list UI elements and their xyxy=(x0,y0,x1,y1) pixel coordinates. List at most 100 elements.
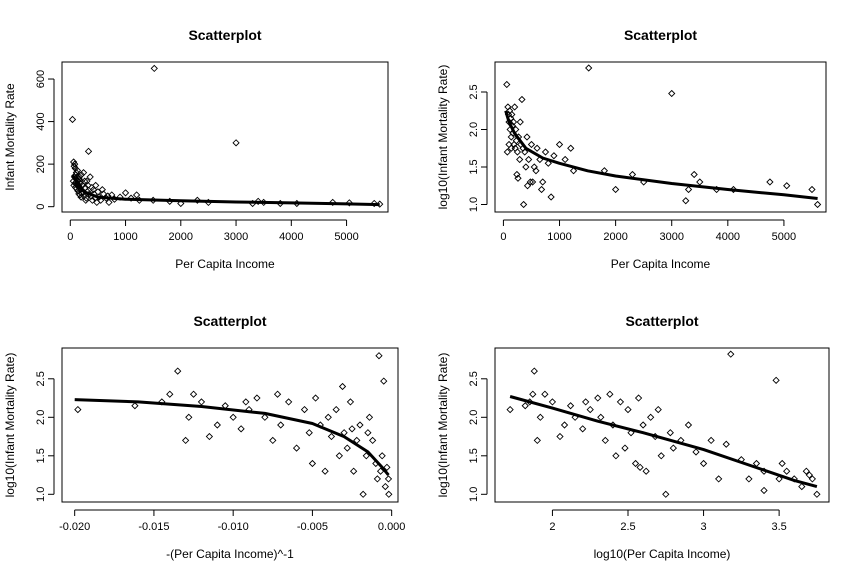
y-tick-label: 2.5 xyxy=(35,371,47,386)
data-point xyxy=(242,398,250,406)
x-tick-label: -0.020 xyxy=(59,521,90,533)
data-point xyxy=(84,181,92,190)
data-point xyxy=(516,118,524,126)
data-point xyxy=(539,178,547,186)
data-point xyxy=(722,440,730,448)
data-point xyxy=(98,186,106,194)
chart-panel-4: Scatterplot 2 2.5 3 3.5 1.0 1.5 2.0 2.5 log10(Per… xyxy=(436,313,830,561)
data-point xyxy=(561,155,569,164)
data-point xyxy=(662,490,670,498)
y-tick-label: 0 xyxy=(35,204,47,210)
data-point xyxy=(305,429,313,437)
x-tick-label: 4000 xyxy=(716,231,740,243)
data-point xyxy=(521,402,529,410)
data-point xyxy=(359,490,367,498)
data-point xyxy=(516,155,524,164)
data-point xyxy=(813,200,822,209)
chart-title: Scatterplot xyxy=(188,27,261,43)
data-point xyxy=(775,475,783,483)
data-point xyxy=(273,390,282,398)
data-point xyxy=(364,429,372,437)
data-point xyxy=(802,467,810,475)
data-point xyxy=(254,197,262,205)
chart-panel-1: Scatterplot 0 1000 2000 3000 4000 5000 0 200 400 6… xyxy=(3,27,389,271)
data-point xyxy=(715,475,723,483)
data-point xyxy=(647,413,655,421)
data-point xyxy=(513,170,521,179)
x-tick-label: 5000 xyxy=(772,231,796,243)
x-axis-label: Per Capita Income xyxy=(175,257,275,271)
data-point xyxy=(88,196,97,204)
data-point xyxy=(621,444,629,452)
data-point xyxy=(338,382,347,391)
x-tick-label: 2.5 xyxy=(620,521,635,533)
chart-panel-3: Scatterplot -0.020 -0.015 -0.010 -0.005 0.000… xyxy=(3,313,405,561)
data-point xyxy=(383,463,391,471)
data-point xyxy=(760,486,768,495)
data-point xyxy=(808,185,816,194)
data-point xyxy=(527,140,536,149)
x-axis-label: log10(Per Capita Income) xyxy=(594,547,731,561)
data-point xyxy=(131,402,139,410)
y-tick-label: 400 xyxy=(35,112,47,130)
data-point xyxy=(384,475,393,483)
data-point xyxy=(185,413,193,421)
data-point xyxy=(229,413,237,421)
data-point xyxy=(181,436,190,445)
data-point xyxy=(381,482,389,491)
x-tick-label: 2000 xyxy=(603,231,627,243)
data-point xyxy=(692,448,700,456)
data-point xyxy=(193,196,202,204)
y-tick-label: 2.5 xyxy=(468,84,480,99)
data-point xyxy=(696,178,704,186)
data-point xyxy=(537,185,546,194)
data-point xyxy=(579,425,587,433)
data-point xyxy=(611,185,620,194)
chart-title: Scatterplot xyxy=(625,313,698,329)
y-tick-label: 200 xyxy=(35,155,47,173)
data-point xyxy=(550,152,558,160)
data-point xyxy=(362,452,370,460)
data-point xyxy=(530,367,538,375)
data-point xyxy=(514,174,522,182)
data-point xyxy=(343,444,351,452)
data-point xyxy=(541,148,550,156)
data-point xyxy=(556,432,564,441)
data-point xyxy=(507,144,515,152)
data-point xyxy=(92,181,100,190)
data-point xyxy=(76,191,84,199)
data-point xyxy=(624,405,632,414)
data-point xyxy=(707,436,715,445)
data-point xyxy=(324,413,332,421)
data-point xyxy=(555,140,564,149)
data-point xyxy=(380,377,388,385)
data-point xyxy=(197,398,206,406)
data-point xyxy=(311,394,320,402)
data-point xyxy=(189,390,198,398)
data-point xyxy=(509,118,518,126)
data-point xyxy=(523,133,531,141)
data-point xyxy=(81,177,89,185)
y-tick-label: 2.5 xyxy=(468,371,480,386)
data-point xyxy=(566,402,575,410)
y-axis-label: Infant Mortality Rate xyxy=(3,83,17,191)
data-point xyxy=(585,64,593,72)
data-point xyxy=(525,155,533,164)
data-point xyxy=(668,89,676,98)
data-point xyxy=(727,350,735,358)
data-point xyxy=(68,115,77,124)
data-point xyxy=(548,398,557,406)
x-tick-label: 2 xyxy=(549,521,555,533)
data-point xyxy=(373,475,382,483)
data-point xyxy=(370,199,378,208)
data-point xyxy=(547,193,555,201)
data-point xyxy=(300,405,309,414)
data-point xyxy=(385,490,393,498)
data-point xyxy=(582,398,590,406)
data-point xyxy=(369,436,377,445)
data-point xyxy=(335,452,343,460)
smooth-line xyxy=(504,110,818,200)
data-point xyxy=(327,432,336,441)
data-point xyxy=(669,444,677,452)
data-point xyxy=(213,421,221,429)
